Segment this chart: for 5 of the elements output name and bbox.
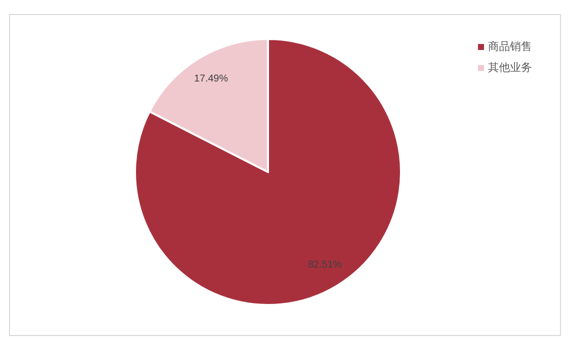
legend-label: 商品销售 [488, 40, 532, 54]
pie-slice [134, 38, 402, 306]
legend-label: 其他业务 [488, 61, 532, 74]
data-label: 17.49% [194, 74, 228, 85]
data-label: 82.51% [308, 260, 342, 271]
